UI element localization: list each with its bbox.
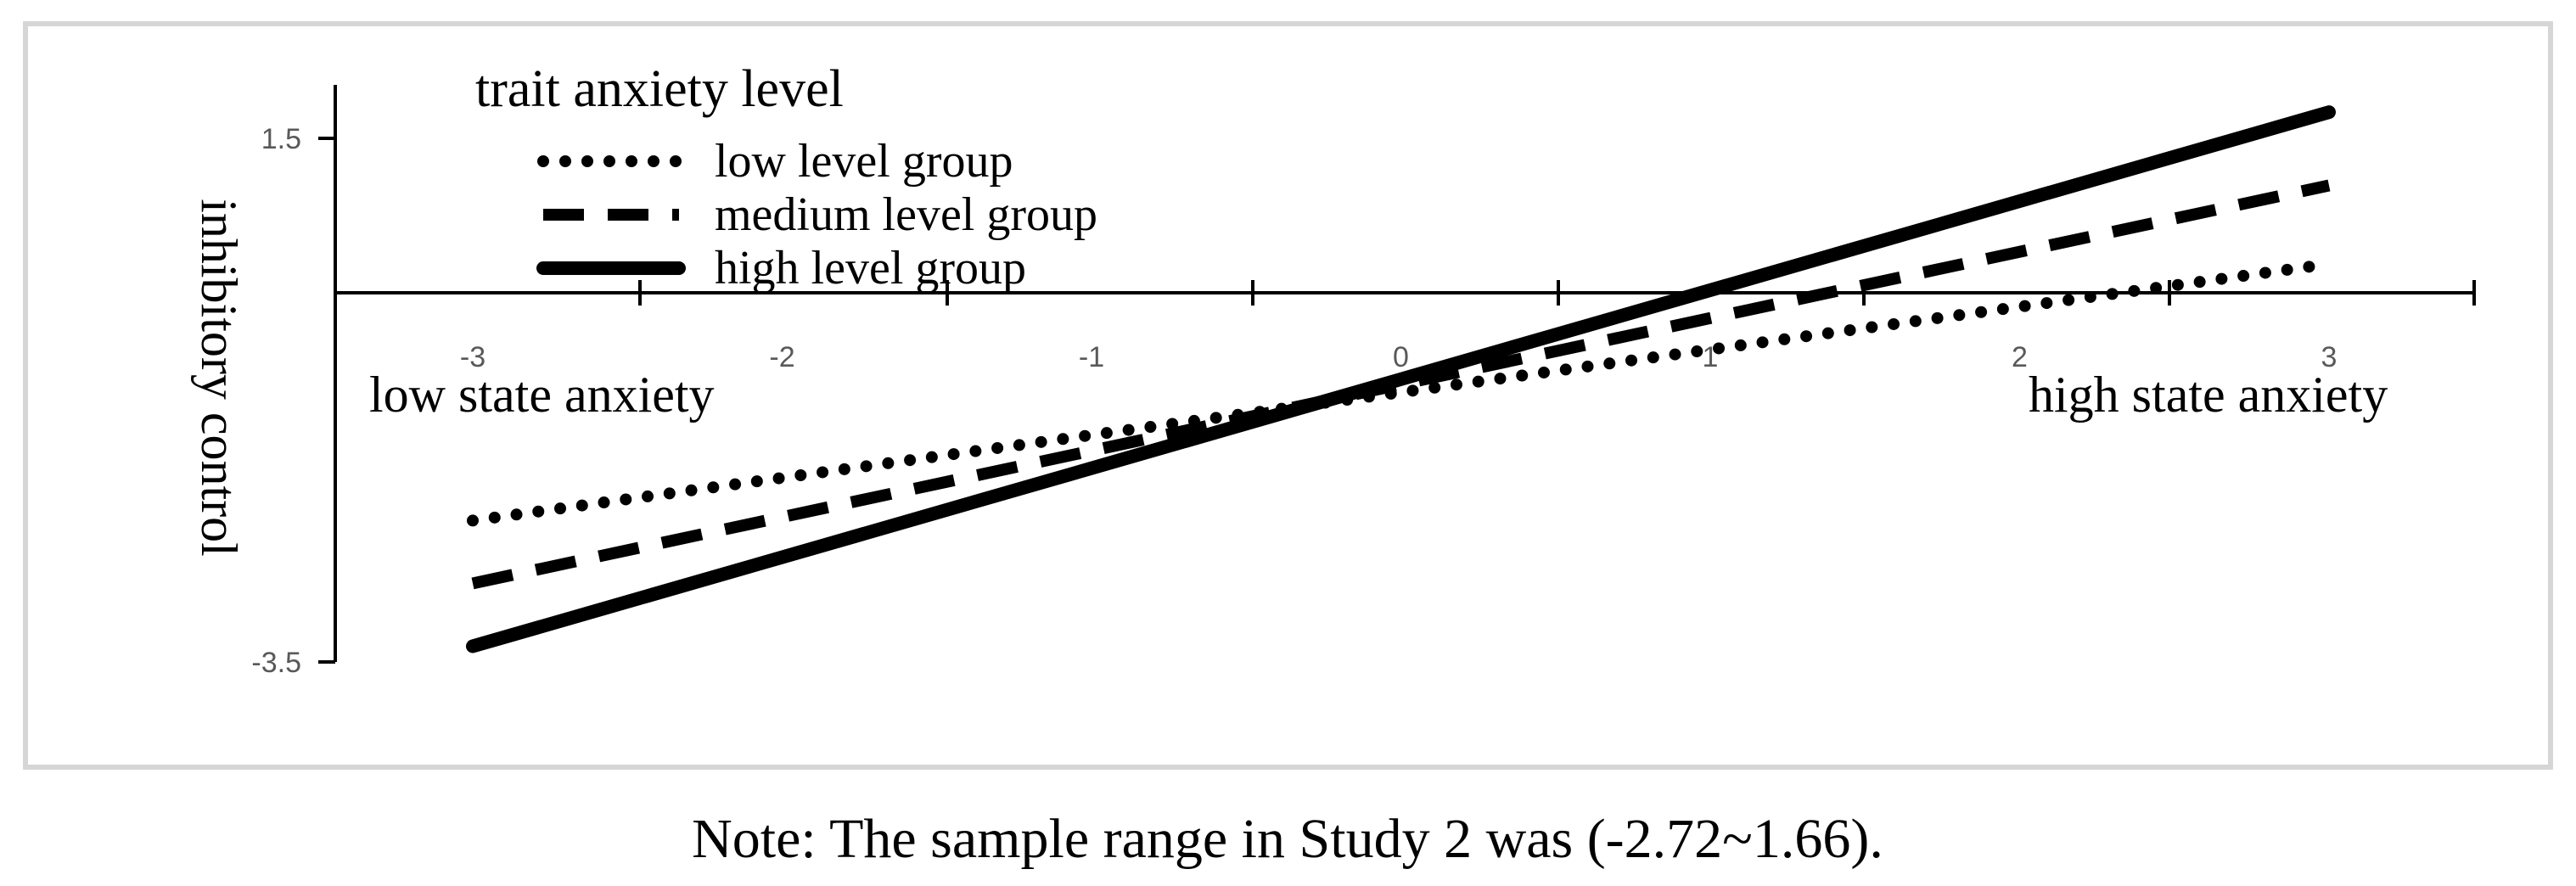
y-axis-label: inhibitory control — [191, 199, 247, 557]
legend-label: medium level group — [715, 188, 1097, 241]
series-line-dashed — [471, 179, 2331, 590]
legend-label: low level group — [715, 135, 1013, 188]
legend: trait anxiety level low level groupmediu… — [475, 60, 1097, 294]
series-line-solid — [466, 105, 2336, 653]
x-tick-label: -2 — [769, 341, 794, 373]
y-tick-label: -3.5 — [251, 647, 301, 679]
y-tick-label: 1.5 — [261, 123, 301, 155]
x-tick-label: 3 — [2321, 341, 2337, 373]
high-state-anxiety-label: high state anxiety — [2029, 367, 2388, 423]
series-group — [466, 105, 2336, 653]
x-tick-label: 2 — [2012, 341, 2028, 373]
series-line-dotted — [467, 258, 2335, 527]
x-tick-label: -1 — [1079, 341, 1104, 373]
figure-note: Note: The sample range in Study 2 was (-… — [692, 808, 1883, 870]
ticks: -3 -2 -1 0 1 2 31.5-3.5 — [251, 123, 2476, 679]
low-state-anxiety-label: low state anxiety — [369, 367, 715, 423]
chart-frame — [23, 21, 2553, 770]
legend-label: high level group — [715, 242, 1026, 294]
legend-title: trait anxiety level — [475, 60, 844, 118]
x-tick-label: 0 — [1393, 341, 1409, 373]
x-tick-label: -3 — [460, 341, 485, 373]
